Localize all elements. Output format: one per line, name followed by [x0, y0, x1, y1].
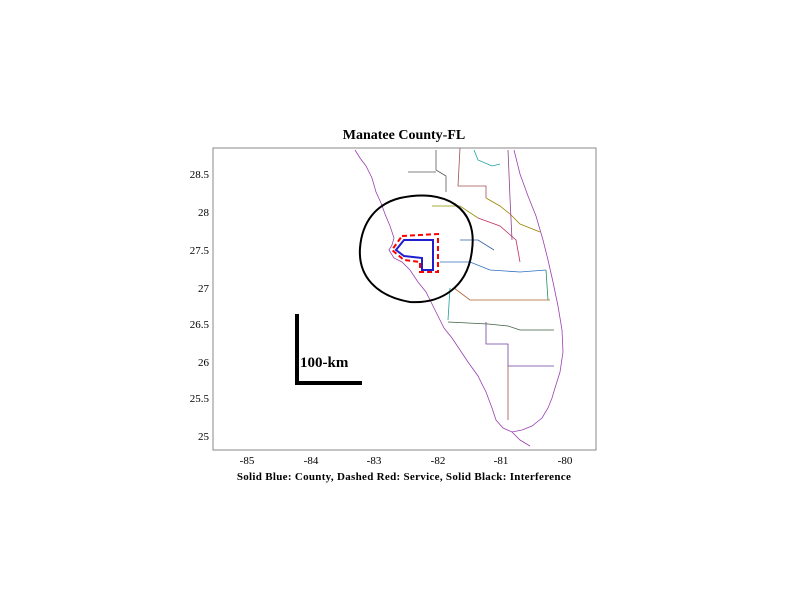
- interference-contour: [358, 194, 474, 304]
- map-title: Manatee County-FL: [343, 128, 466, 143]
- y-tick: 25.5: [190, 393, 210, 405]
- service-contour: [390, 232, 439, 273]
- x-tick: -81: [494, 455, 509, 467]
- y-tick: 28.5: [190, 169, 210, 181]
- scale-bar-label: 100-km: [300, 355, 349, 371]
- x-tick: -83: [367, 455, 382, 467]
- y-tick: 27.5: [190, 245, 210, 257]
- x-tick: -82: [431, 455, 446, 467]
- x-axis-ticks: -85 -84 -83 -82 -81 -80: [240, 455, 573, 467]
- x-tick: -85: [240, 455, 255, 467]
- scale-bar: [295, 314, 362, 385]
- plot-frame: [212, 147, 597, 451]
- y-axis-ticks: 28.5 28 27.5 27 26.5 26 25.5 25: [190, 169, 210, 443]
- y-tick: 28: [198, 207, 210, 219]
- county-boundary: [394, 239, 434, 271]
- y-tick: 26.5: [190, 319, 210, 331]
- y-tick: 27: [198, 283, 210, 295]
- legend-caption: Solid Blue: County, Dashed Red: Service,…: [237, 471, 571, 483]
- y-tick: 25: [198, 431, 210, 443]
- x-tick: -80: [558, 455, 573, 467]
- florida-boundaries: [354, 147, 564, 447]
- y-tick: 26: [198, 357, 210, 369]
- x-tick: -84: [304, 455, 319, 467]
